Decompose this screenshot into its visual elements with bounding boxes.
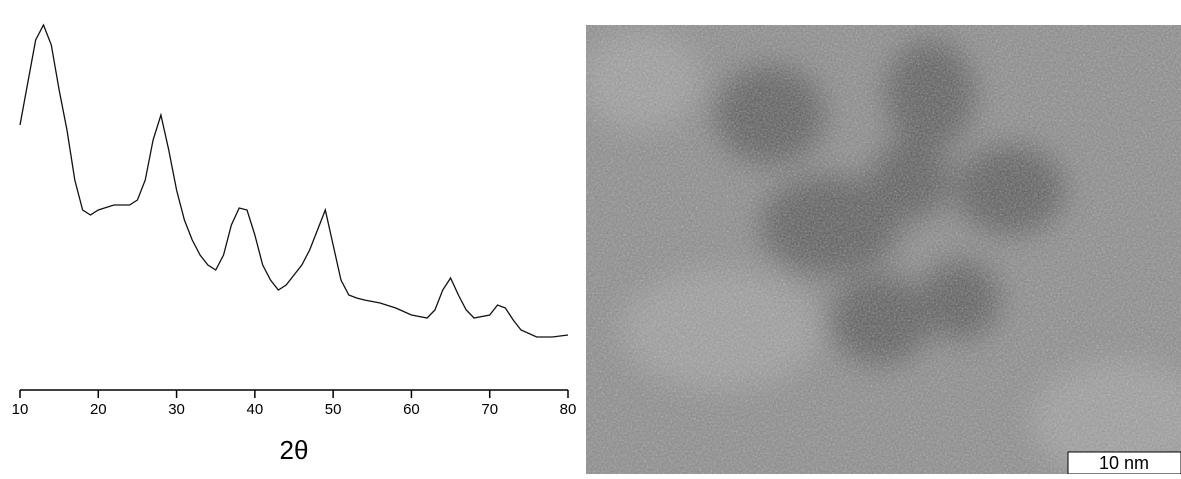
x-tick-label: 70	[481, 401, 498, 418]
tem-image	[586, 25, 1181, 474]
data-line	[19, 23, 569, 338]
x-tick-label: 60	[403, 401, 420, 418]
x-tick-label: 20	[90, 401, 107, 418]
x-tick-label: 50	[325, 401, 342, 418]
x-tick-label: 10	[12, 401, 29, 418]
x-tick-label: 80	[560, 401, 577, 418]
scale-bar-label: 10 nm	[1099, 453, 1149, 473]
x-tick-label: 30	[168, 401, 185, 418]
x-tick-label: 40	[247, 401, 264, 418]
x-axis-label: 2θ	[280, 435, 309, 465]
